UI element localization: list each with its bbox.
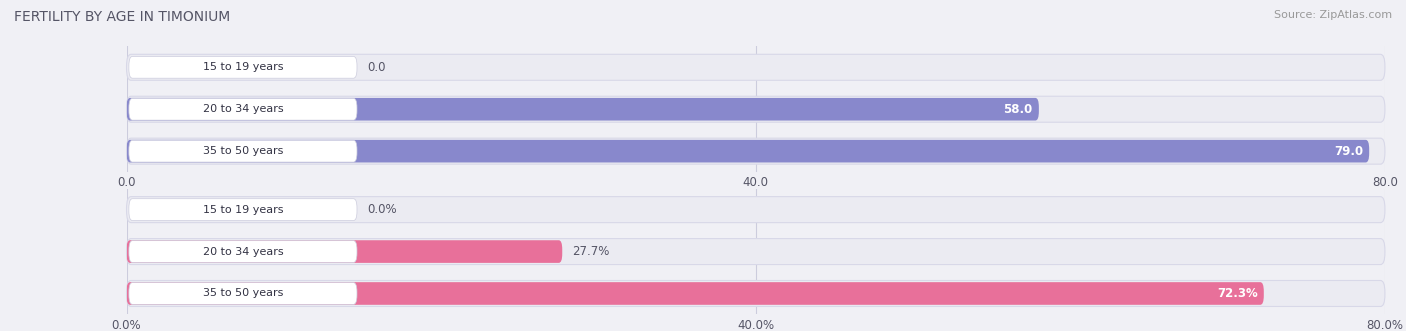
FancyBboxPatch shape	[129, 199, 357, 220]
FancyBboxPatch shape	[127, 140, 1369, 163]
FancyBboxPatch shape	[127, 282, 1264, 305]
Text: Source: ZipAtlas.com: Source: ZipAtlas.com	[1274, 10, 1392, 20]
Text: 20 to 34 years: 20 to 34 years	[202, 247, 283, 257]
Text: 27.7%: 27.7%	[572, 245, 609, 258]
FancyBboxPatch shape	[127, 98, 1039, 120]
Text: 35 to 50 years: 35 to 50 years	[202, 289, 283, 299]
FancyBboxPatch shape	[127, 280, 1385, 307]
Text: 72.3%: 72.3%	[1216, 287, 1257, 300]
FancyBboxPatch shape	[129, 98, 357, 120]
FancyBboxPatch shape	[129, 283, 357, 305]
Text: 79.0: 79.0	[1334, 145, 1362, 158]
FancyBboxPatch shape	[129, 56, 357, 78]
Text: 35 to 50 years: 35 to 50 years	[202, 146, 283, 156]
FancyBboxPatch shape	[127, 54, 1385, 80]
FancyBboxPatch shape	[127, 96, 1385, 122]
Text: 15 to 19 years: 15 to 19 years	[202, 205, 283, 214]
Text: 20 to 34 years: 20 to 34 years	[202, 104, 283, 114]
FancyBboxPatch shape	[127, 197, 1385, 223]
Text: 0.0: 0.0	[367, 61, 385, 74]
Text: 15 to 19 years: 15 to 19 years	[202, 62, 283, 72]
FancyBboxPatch shape	[129, 241, 357, 262]
FancyBboxPatch shape	[129, 140, 357, 162]
FancyBboxPatch shape	[127, 240, 562, 263]
FancyBboxPatch shape	[127, 138, 1385, 164]
Text: 58.0: 58.0	[1004, 103, 1032, 116]
Text: 0.0%: 0.0%	[367, 203, 396, 216]
Text: FERTILITY BY AGE IN TIMONIUM: FERTILITY BY AGE IN TIMONIUM	[14, 10, 231, 24]
FancyBboxPatch shape	[127, 239, 1385, 264]
